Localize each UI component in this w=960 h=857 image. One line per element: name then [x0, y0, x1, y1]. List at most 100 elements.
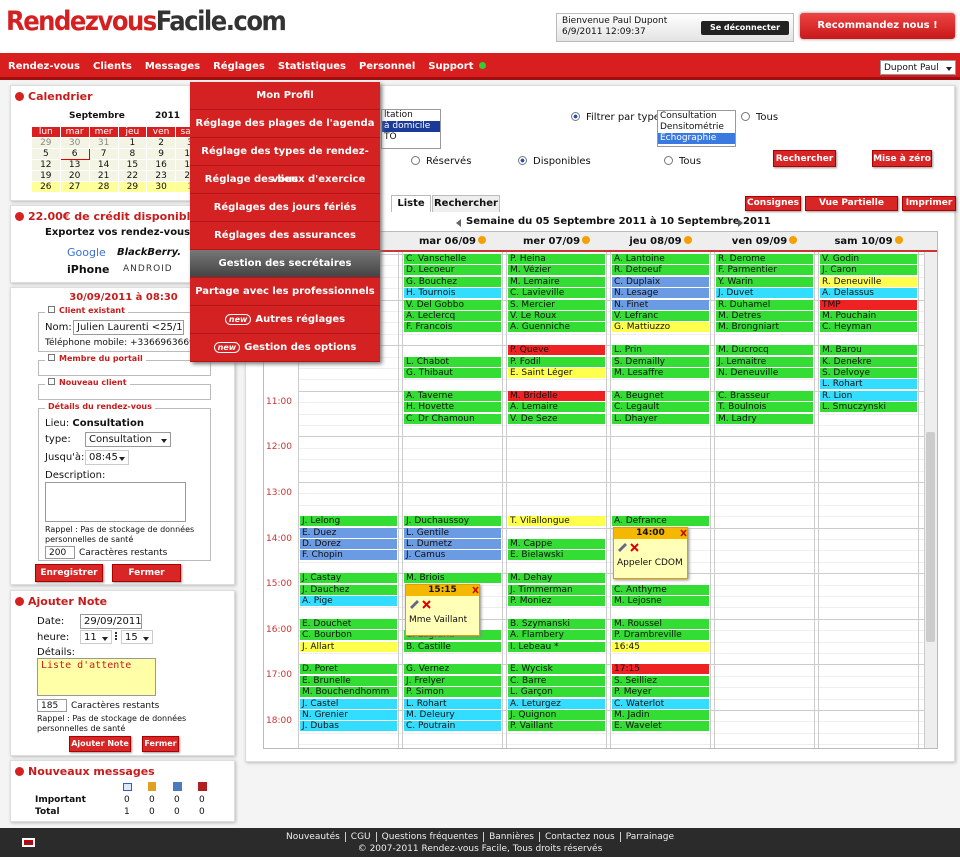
appointment[interactable]: A. Delassus — [820, 288, 917, 300]
appointment[interactable]: G. Bouchez — [404, 276, 501, 288]
appointment[interactable]: A. Flambery — [508, 630, 605, 642]
nav-item[interactable]: Rendez-vous — [8, 60, 80, 72]
appointment[interactable]: R. Lion — [820, 390, 917, 402]
appointment[interactable]: S. Delvoye — [820, 368, 917, 379]
list-option[interactable]: ltation — [384, 110, 413, 120]
nav-item[interactable]: Support — [428, 61, 486, 72]
close-icon[interactable] — [472, 586, 479, 594]
appointment[interactable]: C. Dr Chamoun — [404, 413, 501, 425]
expand-icon[interactable] — [48, 378, 55, 385]
expand-icon[interactable] — [48, 354, 55, 361]
appointment[interactable]: A. Taverne — [404, 390, 501, 402]
nav-item[interactable]: Réglages — [213, 60, 265, 72]
tab[interactable]: Liste — [391, 195, 431, 212]
footer-link[interactable]: Contactez nous — [538, 832, 620, 842]
appointment[interactable]: T. Boulnois — [716, 402, 813, 414]
appointment[interactable]: P. Fodil — [508, 356, 605, 368]
day[interactable]: 15 — [117, 159, 148, 171]
close-icon[interactable] — [680, 529, 687, 537]
appointment[interactable]: A. Defrance — [612, 516, 709, 528]
appointment[interactable]: M. Lesaffre — [612, 368, 709, 379]
hour-select[interactable]: 11 — [80, 630, 112, 644]
nav-item[interactable]: Messages — [144, 60, 201, 72]
appointment[interactable]: H. Hovette — [404, 402, 501, 414]
nav-item[interactable]: Clients — [92, 60, 132, 72]
appointment[interactable]: M. Barou — [820, 345, 917, 357]
day-label[interactable]: sam 10/09 — [834, 236, 893, 247]
type-select[interactable]: Consultation — [85, 432, 171, 447]
appointment[interactable]: J. Lelong — [300, 516, 397, 528]
logout-button[interactable]: Se déconnecter — [701, 21, 789, 35]
details-textarea[interactable]: Liste d'attente — [37, 658, 156, 696]
date-input[interactable]: 29/09/2011 — [80, 614, 142, 629]
radio[interactable] — [741, 112, 750, 121]
appointment[interactable]: L. Smuczynski — [820, 402, 917, 414]
appointment[interactable]: J. Dubas — [300, 721, 397, 733]
appointment[interactable]: A. Pige — [300, 596, 397, 607]
day[interactable]: 27 — [59, 181, 90, 193]
logo[interactable]: RendezvousFacile.com — [6, 6, 287, 37]
menu-item[interactable]: Réglage des types de rendez-vous — [190, 138, 380, 185]
appointment[interactable]: L. Rohart — [404, 698, 501, 710]
type-list[interactable]: Consultation Densitométrie Echographie — [657, 110, 736, 147]
expand-icon[interactable] — [48, 306, 55, 313]
appointment[interactable]: L. Gentile — [404, 527, 501, 539]
appointment[interactable]: C. Legault — [612, 402, 709, 414]
list-option[interactable]: Consultation — [660, 111, 717, 121]
menu-item[interactable]: Réglage des lieux d'exercice — [190, 166, 380, 194]
appointment[interactable]: N. Finet — [612, 299, 709, 311]
appointment[interactable]: M. Lejosne — [612, 596, 709, 607]
radio[interactable] — [664, 156, 673, 165]
appointment[interactable]: A. Leturgez — [508, 698, 605, 710]
appointment[interactable]: K. Denekre — [820, 356, 917, 368]
recommend-button[interactable]: Recommandez nous ! — [800, 13, 955, 39]
minute-select[interactable]: 15 — [121, 630, 153, 644]
day[interactable]: 21 — [88, 170, 119, 182]
day[interactable]: 31 — [88, 137, 119, 149]
menu-item[interactable]: new Gestion des options — [190, 334, 380, 362]
day[interactable]: 1 — [117, 137, 148, 149]
appointment[interactable]: P. Meyer — [612, 687, 709, 699]
appointment[interactable]: J. Quignon — [508, 710, 605, 721]
month[interactable]: Septembre — [69, 111, 125, 121]
day-label[interactable]: mar 06/09 — [418, 236, 477, 247]
menu-item[interactable]: Gestion des secrétaires — [190, 250, 380, 278]
appointment[interactable]: M. Detres — [716, 311, 813, 322]
appointment[interactable]: É. Saint Léger — [508, 368, 605, 379]
appointment[interactable]: J. Duvet — [716, 288, 813, 300]
appointment[interactable]: M. Bridelle — [508, 390, 605, 402]
appointment[interactable]: C. Waterlot — [612, 698, 709, 710]
appointment[interactable]: E. Duez — [300, 527, 397, 539]
brand-iphone[interactable]: iPhone — [67, 263, 110, 276]
appointment[interactable]: M. Pouchain — [820, 311, 917, 322]
radio[interactable] — [518, 156, 527, 165]
day[interactable]: 20 — [59, 170, 90, 182]
appointment[interactable]: E. Wycisk — [508, 664, 605, 676]
appointment[interactable]: A. Leclercq — [404, 311, 501, 322]
until-select[interactable]: 08:45 — [85, 450, 129, 465]
list-option[interactable]: Densitométrie — [660, 122, 724, 132]
appointment[interactable]: S. Demailly — [612, 356, 709, 368]
appointment[interactable]: G. Thibaut — [404, 368, 501, 379]
appointment[interactable]: J. Duchaussoy — [404, 516, 501, 528]
appointment[interactable]: N. Deneuville — [716, 368, 813, 379]
day[interactable]: 12 — [31, 159, 61, 171]
location-list[interactable]: ltation à domicile TO — [381, 109, 441, 149]
appointment[interactable]: S. Seilliez — [612, 675, 709, 687]
appointment[interactable]: D. Lecoeur — [404, 265, 501, 277]
appointment[interactable]: M. Lemaire — [508, 276, 605, 288]
appointment[interactable]: V. Le Roux — [508, 311, 605, 322]
day[interactable]: 13 — [59, 159, 90, 171]
appointment[interactable]: M. Roussel — [612, 618, 709, 630]
appointment[interactable]: C. Barre — [508, 675, 605, 687]
brand-blackberry[interactable]: BlackBerry. — [117, 247, 182, 258]
next-week[interactable] — [738, 219, 743, 227]
brand-google[interactable]: Google — [67, 246, 106, 259]
appointment[interactable]: R. Duhamel — [716, 299, 813, 311]
appointment[interactable]: L. Dumetz — [404, 539, 501, 550]
delete-icon[interactable] — [630, 542, 639, 552]
appointment[interactable]: J. Castay — [300, 573, 397, 585]
appointment[interactable]: R. Derome — [716, 254, 813, 265]
appointment[interactable]: P. Heina — [508, 254, 605, 265]
day[interactable]: 14 — [88, 159, 119, 171]
